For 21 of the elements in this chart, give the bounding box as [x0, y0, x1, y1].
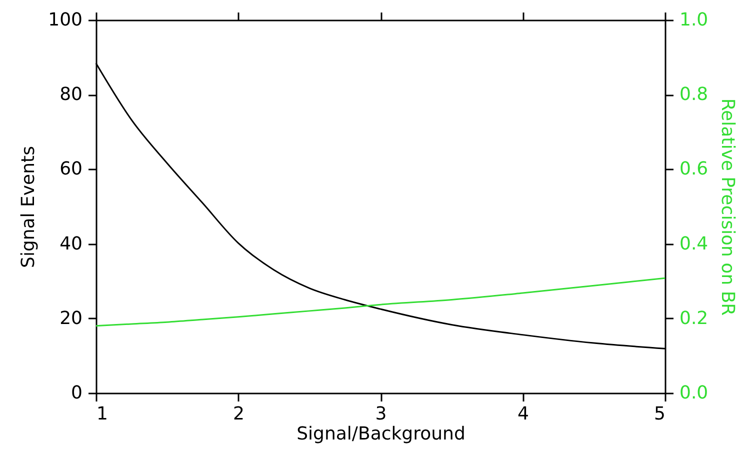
y2-tick-label: 0.4	[680, 233, 708, 254]
x-axis-title: Signal/Background	[296, 424, 466, 444]
y2-axis-title: Relative Precision on BR	[717, 98, 738, 316]
y-tick-label: 0	[71, 382, 82, 404]
y-tick-label: 100	[48, 10, 82, 30]
y2-tick-label: 1.0	[680, 10, 708, 30]
y2-tick-label: 0.6	[680, 158, 708, 180]
x-tick-label: 3	[375, 404, 387, 424]
y-tick-label: 60	[60, 158, 82, 180]
y2-tick-label: 0.2	[680, 308, 708, 329]
y-tick-label: 20	[60, 308, 82, 329]
y-axis-title: Signal Events	[18, 146, 40, 268]
y2-tick-label: 0.0	[680, 382, 708, 404]
y-tick-label: 40	[60, 233, 82, 254]
x-tick-label: 1	[96, 404, 108, 424]
y-tick-label: 80	[60, 84, 82, 106]
x-tick-label: 2	[233, 404, 244, 424]
x-tick-label: 4	[518, 404, 529, 424]
x-tick-label: 5	[654, 404, 666, 424]
y2-tick-label: 0.8	[680, 84, 708, 106]
line-series	[95, 277, 666, 327]
